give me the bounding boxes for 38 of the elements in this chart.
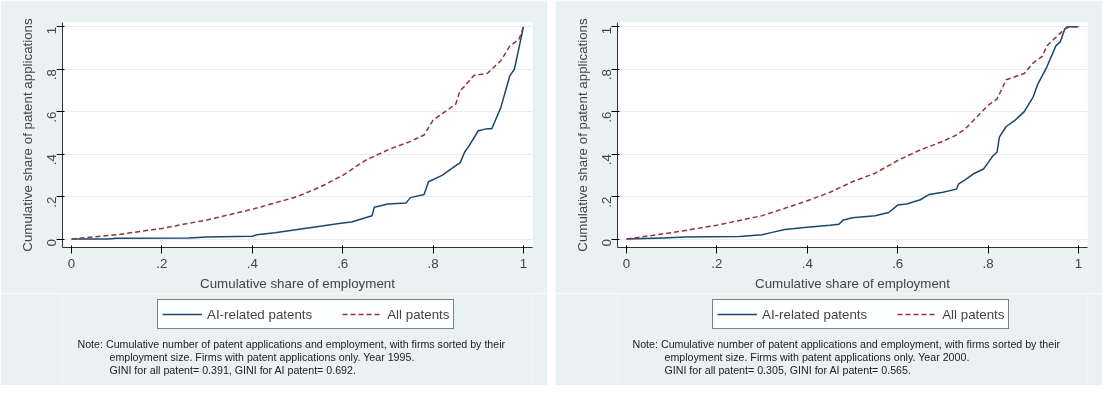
- text: employment size. Firms with patent applications only. Year 1995.: [109, 350, 415, 363]
- y-tick-label: .8: [599, 69, 614, 81]
- y-tick-label: .6: [44, 111, 59, 123]
- y-axis-title: Cumulative share of patent applications: [19, 17, 35, 252]
- x-tick-label: .8: [427, 255, 439, 271]
- y-tick-label: 1: [599, 26, 614, 35]
- y-tick-label: .6: [599, 111, 614, 123]
- x-axis-title: Cumulative share of employment: [200, 275, 396, 291]
- text: Note: Cumulative number of patent applications and employment, with firms sorted by their: [77, 337, 506, 350]
- x-axis-title: Cumulative share of employment: [755, 275, 951, 291]
- x-tick-label: .4: [801, 255, 814, 271]
- y-tick-label: .4: [44, 153, 59, 166]
- legend-label: All patents: [942, 306, 1005, 322]
- y-tick-label: .4: [599, 153, 614, 166]
- x-tick-label: 0: [622, 255, 631, 271]
- legend-label: AI-related patents: [207, 306, 313, 322]
- x-tick-label: .2: [156, 255, 168, 271]
- legend-label: AI-related patents: [762, 306, 868, 322]
- x-tick-label: .6: [337, 255, 349, 271]
- x-tick-label: .2: [711, 255, 723, 271]
- text: GINI for all patent= 0.391, GINI for AI patent= 0.692.: [109, 363, 356, 376]
- y-tick-label: 0: [44, 239, 59, 247]
- text: Note: Cumulative number of patent applications and employment, with firms sorted by their: [632, 337, 1061, 350]
- y-axis-title: Cumulative share of patent applications: [574, 17, 590, 252]
- y-tick-label: 0: [599, 239, 614, 247]
- text: employment size. Firms with patent applications only. Year 2000.: [664, 350, 970, 363]
- x-tick-label: 0: [67, 255, 76, 271]
- y-tick-label: .2: [599, 196, 614, 208]
- y-tick-label: .8: [44, 69, 59, 81]
- x-tick-label: 1: [1074, 255, 1083, 271]
- text: GINI for all patent= 0.305, GINI for AI patent= 0.565.: [664, 363, 911, 376]
- legend-label: All patents: [387, 306, 450, 322]
- x-tick-label: .6: [892, 255, 904, 271]
- x-tick-label: .8: [982, 255, 994, 271]
- x-tick-label: .4: [246, 255, 259, 271]
- y-tick-label: .2: [44, 196, 59, 208]
- x-tick-label: 1: [519, 255, 528, 271]
- y-tick-label: 1: [44, 26, 59, 35]
